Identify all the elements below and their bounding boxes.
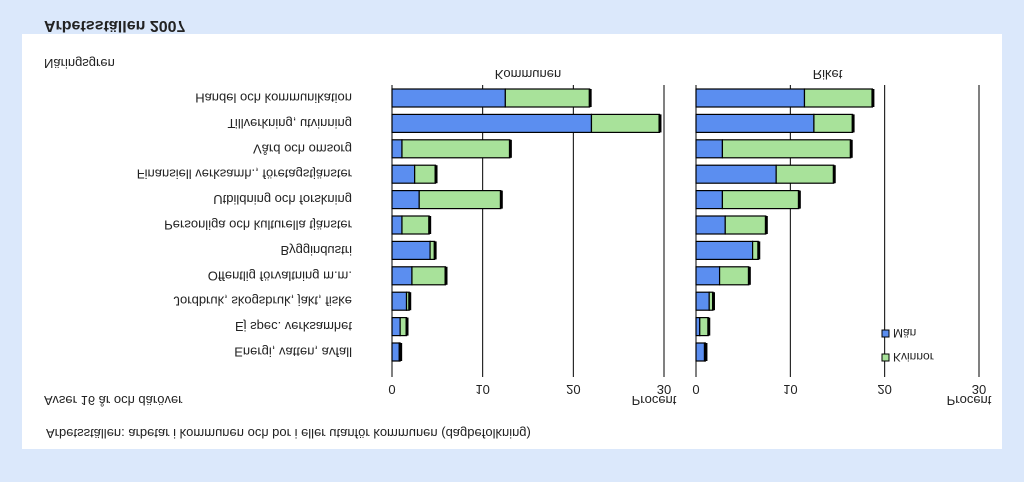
bar-men xyxy=(391,317,401,337)
bar-women xyxy=(414,164,437,184)
bar-end-cap xyxy=(588,89,592,107)
x-tick-label: 20 xyxy=(877,382,891,397)
x-tick-label: 30 xyxy=(657,382,671,397)
bar-end-cap xyxy=(707,317,711,336)
bar-women xyxy=(411,266,447,286)
bar-women xyxy=(718,266,750,286)
category-label: Finansiell verksamh., företagstjänster xyxy=(137,167,353,182)
bar-end-cap xyxy=(747,266,751,285)
x-tick-label: 20 xyxy=(566,382,580,397)
category-label: Utbildning och forskning xyxy=(213,192,352,207)
x-axis-label: Procent xyxy=(632,393,677,408)
subtitle: Arbetsställen: arbetar i kommunen och bo… xyxy=(46,426,531,441)
bar-women xyxy=(721,190,800,210)
bar-end-cap xyxy=(408,292,412,311)
category-heading: Näringsgren xyxy=(44,56,115,71)
bar-men xyxy=(391,88,506,108)
bar-end-cap xyxy=(871,89,875,107)
bar-men xyxy=(391,190,420,210)
scope-note: Avser 16 år och däröver xyxy=(44,393,183,408)
bar-women xyxy=(699,317,709,337)
bar-men xyxy=(391,215,403,235)
bar-women xyxy=(803,88,874,108)
page-title: Arbetsställen 2007 xyxy=(44,17,186,34)
bar-women xyxy=(724,215,767,235)
bar-end-cap xyxy=(849,139,853,158)
bar-end-cap xyxy=(433,241,437,260)
category-label: Tillverkning, utvinning xyxy=(227,116,352,131)
bar-women xyxy=(813,113,854,133)
category-label: Byggindustri xyxy=(280,243,352,258)
category-label: Jordbruk, skogsbruk, jakt, fiske xyxy=(174,294,352,309)
legend-swatch xyxy=(881,329,890,338)
bar-women xyxy=(401,215,430,235)
bar-end-cap xyxy=(508,139,512,158)
x-tick-label: 30 xyxy=(972,382,986,397)
bar-end-cap xyxy=(428,216,432,234)
bar-end-cap xyxy=(757,241,761,260)
panel-label: Kommunen xyxy=(495,67,561,82)
x-tick-label: 10 xyxy=(783,382,797,397)
bar-men xyxy=(391,240,431,260)
bar-men xyxy=(391,342,400,362)
bar-end-cap xyxy=(434,165,438,184)
bar-men xyxy=(391,291,408,311)
legend-label: Kvinnor xyxy=(893,350,934,364)
bar-end-cap xyxy=(399,343,403,361)
bar-men xyxy=(695,164,777,184)
x-tick-label: 0 xyxy=(388,382,395,397)
category-label: Vård och omsorg xyxy=(253,141,352,156)
bar-women xyxy=(401,139,511,159)
legend-label: Män xyxy=(893,326,916,340)
bar-men xyxy=(695,139,724,159)
bar-end-cap xyxy=(405,317,409,336)
bar-end-cap xyxy=(658,114,662,133)
category-label: Personliga och kulturella tjänster xyxy=(164,218,353,233)
bar-men xyxy=(391,266,413,286)
bar-end-cap xyxy=(704,343,708,361)
panel-label: Riket xyxy=(813,67,843,82)
bar-men xyxy=(695,266,721,286)
bar-end-cap xyxy=(444,266,448,285)
bar-women xyxy=(721,139,852,159)
x-tick-label: 0 xyxy=(692,382,699,397)
bar-men xyxy=(391,164,416,184)
bar-men xyxy=(695,190,724,210)
bar-women xyxy=(590,113,661,133)
bar-end-cap xyxy=(764,216,768,234)
bar-women xyxy=(504,88,591,108)
bar-men xyxy=(391,113,593,133)
x-tick-label: 10 xyxy=(475,382,489,397)
bar-end-cap xyxy=(711,292,715,311)
bar-men xyxy=(695,240,754,260)
category-label: Offentlig förvaltning m.m. xyxy=(208,268,352,283)
bar-men xyxy=(391,139,403,159)
bar-end-cap xyxy=(499,190,503,209)
x-axis-label: Procent xyxy=(947,393,992,408)
bar-women xyxy=(775,164,835,184)
bar-end-cap xyxy=(797,190,801,209)
category-label: Energi, vatten, avfall xyxy=(234,345,352,360)
category-label: Handel och kommunikation xyxy=(195,91,352,106)
bar-men xyxy=(695,342,706,362)
bar-end-cap xyxy=(851,114,855,133)
bar-men xyxy=(695,88,806,108)
bar-men xyxy=(695,113,815,133)
bar-men xyxy=(695,291,710,311)
category-label: Ej spec. verksamhet xyxy=(235,319,352,334)
legend-swatch xyxy=(881,353,890,362)
bar-women xyxy=(418,190,502,210)
bar-men xyxy=(695,215,726,235)
bar-end-cap xyxy=(832,165,836,184)
